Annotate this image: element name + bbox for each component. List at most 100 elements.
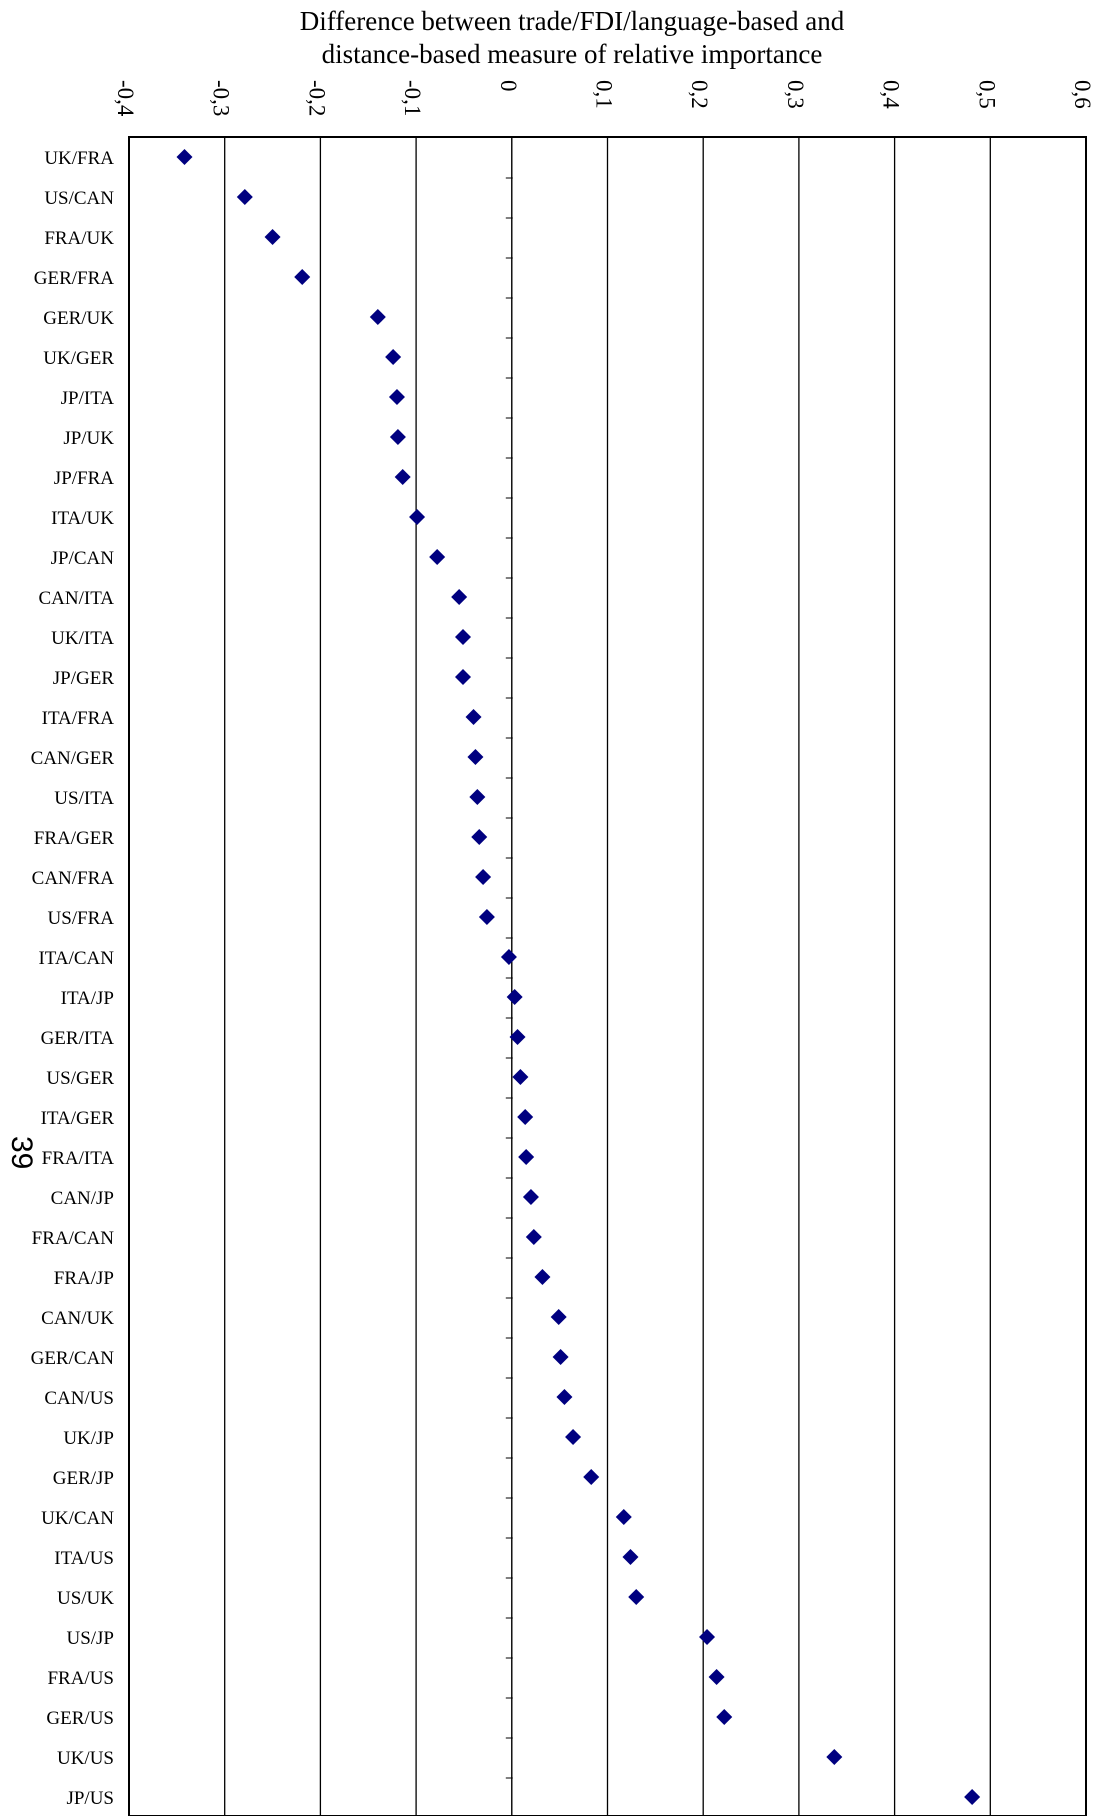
plot-area-frame bbox=[128, 136, 1087, 1816]
data-point-diamond bbox=[699, 1629, 716, 1645]
category-label: ITA/JP bbox=[61, 988, 114, 1009]
data-point-diamond bbox=[565, 1429, 582, 1445]
data-point-diamond bbox=[517, 1109, 534, 1125]
category-label: CAN/FRA bbox=[32, 868, 115, 889]
x-tick-label: 0,6 bbox=[1070, 80, 1095, 109]
data-point-diamond bbox=[509, 1029, 526, 1045]
x-tick-label: 0,4 bbox=[879, 80, 904, 109]
category-label: UK/US bbox=[57, 1748, 114, 1769]
category-label: FRA/CAN bbox=[32, 1228, 115, 1249]
category-label: US/JP bbox=[66, 1628, 114, 1649]
page-number: 39 bbox=[5, 1136, 38, 1169]
category-labels: UK/FRA US/CAN FRA/UK GER/FRA GER/UK UK/GER JP/… bbox=[31, 148, 115, 1809]
category-label: ITA/UK bbox=[51, 508, 114, 529]
category-label: UK/GER bbox=[43, 348, 114, 369]
zero-axis bbox=[505, 137, 513, 1816]
data-point-diamond bbox=[525, 1229, 542, 1245]
category-label: CAN/US bbox=[44, 1388, 114, 1409]
data-point-diamond bbox=[409, 509, 426, 525]
category-label: UK/JP bbox=[63, 1428, 114, 1449]
category-label: UK/ITA bbox=[51, 628, 114, 649]
data-point-diamond bbox=[708, 1669, 725, 1685]
category-label: FRA/GER bbox=[34, 828, 115, 849]
category-label: GER/ITA bbox=[41, 1028, 115, 1049]
data-point-diamond bbox=[500, 949, 517, 965]
category-label: FRA/US bbox=[47, 1668, 114, 1689]
data-point-diamond bbox=[628, 1589, 645, 1605]
data-point-diamond bbox=[471, 829, 488, 845]
data-point-diamond bbox=[176, 149, 193, 165]
category-label: GER/US bbox=[46, 1708, 114, 1729]
data-point-diamond bbox=[454, 669, 471, 685]
category-label: JP/ITA bbox=[61, 388, 115, 409]
category-label: ITA/FRA bbox=[42, 708, 115, 729]
data-point-diamond bbox=[475, 869, 492, 885]
x-tick-label: -0,1 bbox=[400, 80, 425, 116]
category-label: ITA/GER bbox=[41, 1108, 115, 1129]
data-point-diamond bbox=[451, 589, 468, 605]
category-label: UK/CAN bbox=[41, 1508, 114, 1529]
category-label: US/CAN bbox=[44, 188, 114, 209]
category-label: GER/CAN bbox=[31, 1348, 115, 1369]
data-point-diamond bbox=[454, 629, 471, 645]
data-point-diamond bbox=[294, 269, 311, 285]
category-label: CAN/UK bbox=[41, 1308, 114, 1329]
x-tick-label: 0,3 bbox=[783, 80, 808, 109]
x-tick-label: -0,3 bbox=[209, 80, 234, 116]
category-label: JP/CAN bbox=[51, 548, 115, 569]
x-tick-label: 0,5 bbox=[974, 80, 999, 109]
data-point-diamond bbox=[506, 989, 523, 1005]
category-label: UK/FRA bbox=[44, 148, 114, 169]
category-label: FRA/JP bbox=[54, 1268, 114, 1289]
data-point-diamond bbox=[467, 749, 484, 765]
data-point-diamond bbox=[385, 349, 402, 365]
x-tick-label: 0,1 bbox=[592, 80, 617, 109]
data-point-diamond bbox=[522, 1189, 539, 1205]
data-point-diamond bbox=[518, 1149, 535, 1165]
data-point-diamond bbox=[556, 1389, 573, 1405]
x-tick-label: 0 bbox=[496, 80, 521, 92]
data-point-diamond bbox=[469, 789, 486, 805]
category-label: JP/UK bbox=[63, 428, 114, 449]
chart-title-line-2: distance-based measure of relative impor… bbox=[322, 39, 823, 69]
category-label: FRA/ITA bbox=[42, 1148, 115, 1169]
category-label: CAN/JP bbox=[51, 1188, 114, 1209]
data-point-diamond bbox=[622, 1549, 639, 1565]
category-label: GER/UK bbox=[43, 308, 114, 329]
category-label: US/ITA bbox=[54, 788, 114, 809]
category-label: GER/FRA bbox=[34, 268, 115, 289]
data-point-diamond bbox=[615, 1509, 632, 1525]
data-point-diamond bbox=[550, 1309, 567, 1325]
data-point-diamond bbox=[388, 389, 405, 405]
data-point-diamond bbox=[512, 1069, 529, 1085]
data-point-diamond bbox=[465, 709, 482, 725]
x-tick-label: 0,2 bbox=[687, 80, 712, 109]
data-point-diamond bbox=[264, 229, 281, 245]
category-label: CAN/ITA bbox=[38, 588, 114, 609]
category-label: US/GER bbox=[46, 1068, 114, 1089]
chart-title-line-1: Difference between trade/FDI/language-ba… bbox=[300, 6, 845, 36]
gridlines bbox=[128, 137, 1087, 1816]
data-point-diamond bbox=[964, 1789, 981, 1805]
data-point-diamond bbox=[716, 1709, 733, 1725]
category-label: ITA/US bbox=[54, 1548, 114, 1569]
x-tick-label: -0,4 bbox=[113, 80, 138, 117]
data-point-diamond bbox=[478, 909, 495, 925]
data-point-diamond bbox=[369, 309, 386, 325]
data-point-diamond bbox=[429, 549, 446, 565]
category-label: US/UK bbox=[57, 1588, 114, 1609]
data-point-diamond bbox=[534, 1269, 551, 1285]
category-label: GER/JP bbox=[53, 1468, 114, 1489]
category-label: US/FRA bbox=[47, 908, 114, 929]
category-label: FRA/UK bbox=[44, 228, 114, 249]
category-label: JP/GER bbox=[53, 668, 115, 689]
x-tick-label: -0,2 bbox=[304, 80, 329, 116]
category-label: JP/US bbox=[66, 1788, 114, 1809]
data-point-diamond bbox=[583, 1469, 600, 1485]
data-point-diamond bbox=[394, 469, 411, 485]
data-point-diamond bbox=[236, 189, 253, 205]
category-label: CAN/GER bbox=[31, 748, 115, 769]
category-label: JP/FRA bbox=[54, 468, 114, 489]
data-point-diamond bbox=[389, 429, 406, 445]
